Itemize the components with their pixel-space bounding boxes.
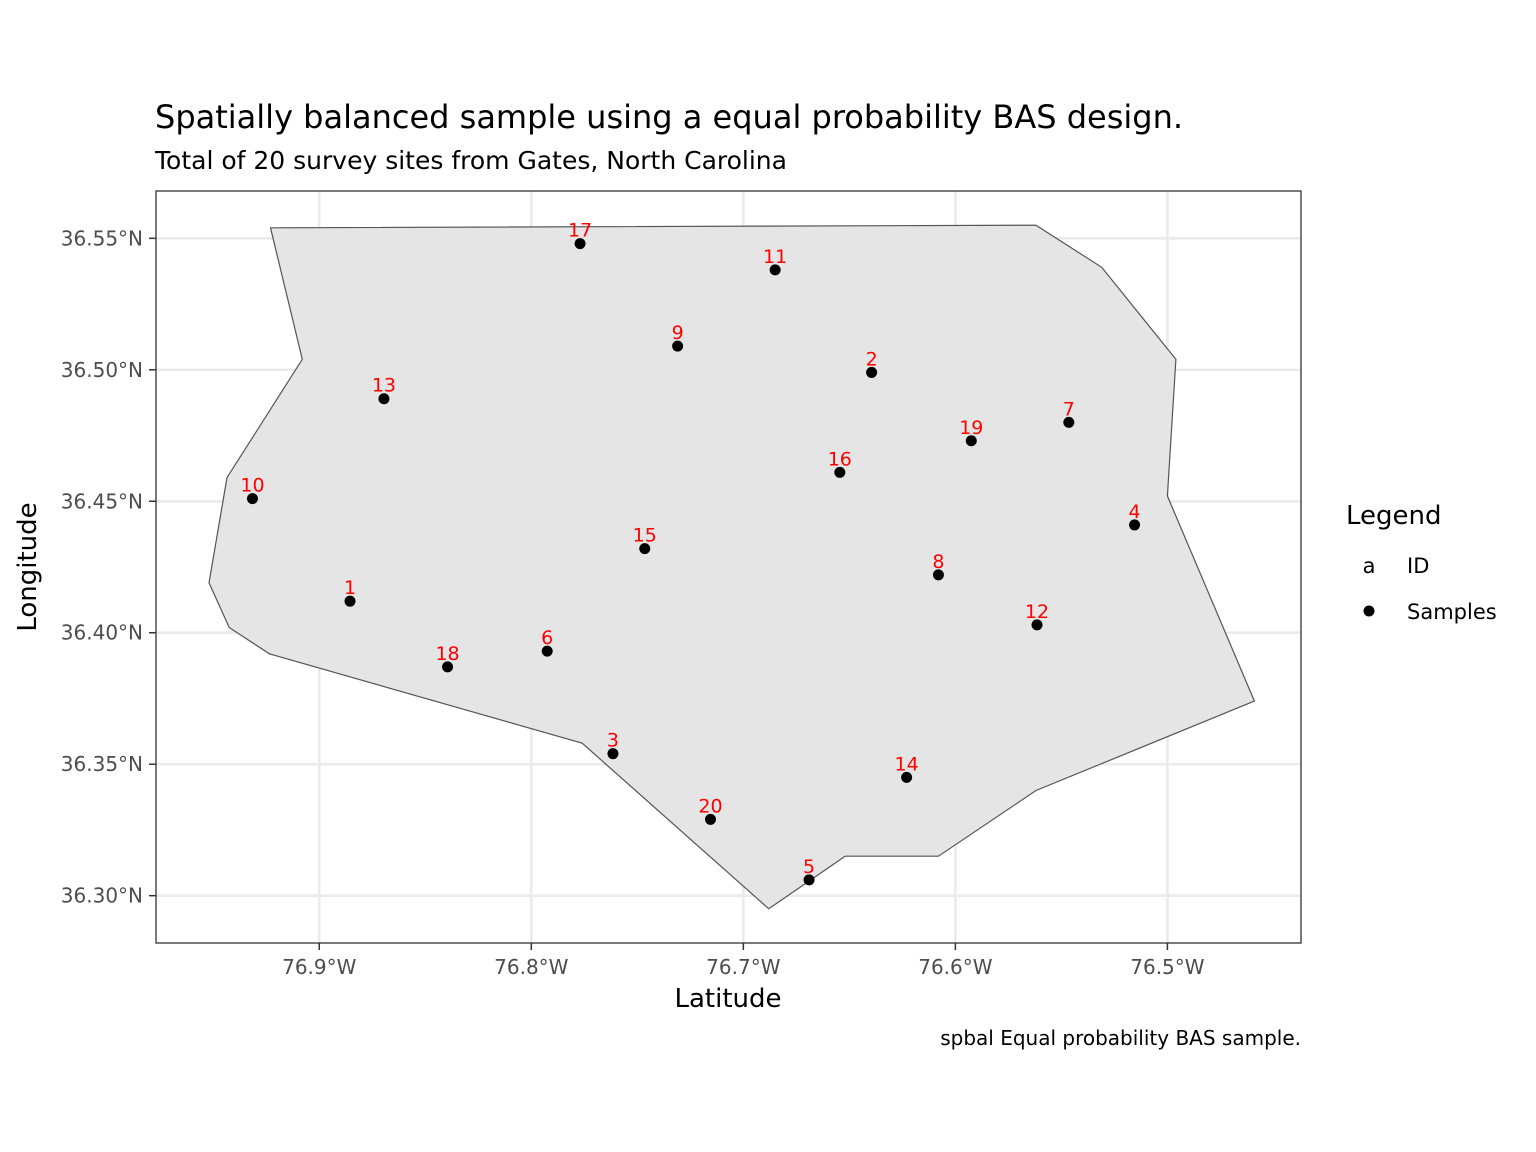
sample-id-label: 1 [344, 577, 356, 599]
sample-point [378, 393, 390, 405]
sample-id-label: 7 [1063, 398, 1075, 420]
sample-points [246, 238, 1141, 886]
sample-id-label: 11 [763, 246, 787, 268]
sample-point [672, 340, 684, 352]
sample-id-label: 8 [932, 551, 944, 573]
y-tick-label: 36.50°N [61, 358, 143, 382]
sample-point [834, 466, 846, 478]
sample-point [769, 264, 781, 276]
sample-id-label: 10 [240, 475, 264, 497]
sample-point [442, 661, 454, 673]
y-axis: 36.30°N 36.35°N 36.40°N 36.45°N 36.50°N 36.55… [61, 226, 156, 908]
x-tick-label: 76.8°W [494, 955, 569, 979]
y-tick-label: 36.40°N [61, 621, 143, 645]
sample-point [901, 771, 913, 783]
sample-id-label: 9 [672, 322, 684, 344]
sample-point [704, 813, 716, 825]
sample-point [1063, 416, 1075, 428]
sample-id-label: 6 [541, 627, 553, 649]
chart-title: Spatially balanced sample using a equal … [155, 98, 1183, 136]
sample-point [932, 569, 944, 581]
chart-subtitle: Total of 20 survey sites from Gates, Nor… [154, 146, 787, 175]
y-tick-label: 36.30°N [61, 884, 143, 908]
sample-point [344, 595, 356, 607]
sample-point [246, 493, 258, 505]
sample-point [574, 238, 586, 250]
sample-id-label: 18 [435, 643, 459, 665]
sample-id-label: 15 [633, 525, 657, 547]
sample-id-label: 14 [895, 753, 919, 775]
sample-point [639, 543, 651, 555]
sample-id-label: 5 [803, 856, 815, 878]
legend-id-key: a [1363, 554, 1376, 578]
sample-point [1129, 519, 1141, 531]
legend-samples-key [1363, 605, 1375, 617]
y-axis-title: Longitude [13, 502, 43, 631]
x-tick-label: 76.5°W [1130, 955, 1205, 979]
sample-point [866, 366, 878, 378]
chart-caption: spbal Equal probability BAS sample. [940, 1026, 1301, 1050]
sample-id-label: 13 [372, 375, 396, 397]
sample-id-label: 19 [959, 417, 983, 439]
sample-id-label: 12 [1025, 601, 1049, 623]
x-axis-title: Latitude [674, 984, 781, 1014]
legend-title: Legend [1346, 501, 1442, 531]
sample-id-label: 17 [568, 220, 592, 242]
sample-point [607, 748, 619, 760]
sample-id-label: 2 [866, 348, 878, 370]
county-boundary [208, 224, 1256, 910]
sample-id-label: 4 [1129, 501, 1141, 523]
y-tick-label: 36.55°N [61, 226, 143, 250]
legend-samples-label: Samples [1407, 600, 1497, 624]
y-tick-label: 36.35°N [61, 752, 143, 776]
sample-point [1031, 619, 1043, 631]
legend: Legend a ID Samples [1346, 501, 1497, 624]
x-tick-label: 76.6°W [918, 955, 993, 979]
sample-point [803, 874, 815, 886]
sample-id-label: 3 [607, 730, 619, 752]
sample-id-label: 20 [698, 795, 722, 817]
panel-border [155, 190, 1302, 944]
sample-id-label: 16 [828, 448, 852, 470]
legend-id-label: ID [1407, 554, 1429, 578]
x-tick-label: 76.7°W [706, 955, 781, 979]
sample-point [965, 435, 977, 447]
sample-point [541, 645, 553, 657]
y-tick-label: 36.45°N [61, 489, 143, 513]
x-tick-label: 76.9°W [282, 955, 357, 979]
x-axis: 76.9°W 76.8°W 76.7°W 76.6°W 76.5°W [282, 943, 1205, 979]
